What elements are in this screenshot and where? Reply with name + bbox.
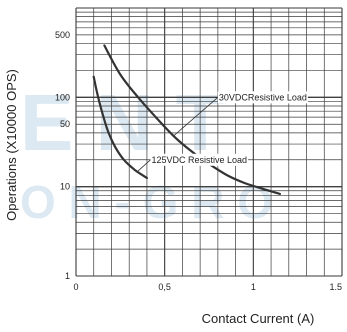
annotation-leader <box>173 97 219 137</box>
y-tick-label: 100 <box>55 92 70 102</box>
series-annotations: 30VDCResistive Load 125VDC Resistive Load <box>137 91 308 172</box>
y-axis-label: Operations (X10000 OPS) <box>4 69 19 221</box>
series-line-30vdc <box>103 44 281 195</box>
plot-grid <box>75 7 343 277</box>
x-tick-label: 0,5 <box>158 282 171 292</box>
series-line-125vdc <box>92 75 148 180</box>
x-tick-label: 1 <box>251 282 256 292</box>
y-tick-label: 50 <box>60 119 70 129</box>
series-lines <box>92 44 281 195</box>
x-axis-label: Contact Current (A) <box>202 311 315 326</box>
y-tick-label: 1 <box>65 271 70 281</box>
annotation-label: 125VDC Resistive Load <box>151 155 247 165</box>
watermark-text-top: E N T <box>20 78 225 167</box>
watermark: E N T O N - G R O <box>20 78 273 228</box>
annotation-label: 30VDCResistive Load <box>219 92 307 102</box>
y-tick-label: 500 <box>55 30 70 40</box>
annotation-label-bg <box>150 153 249 166</box>
y-tick-label: 10 <box>60 182 70 192</box>
tick-labels: 1 10 50 100 500 0 0,5 1 1.5 <box>55 30 342 292</box>
x-tick-label: 0 <box>73 282 78 292</box>
annotation-label-bg <box>217 91 308 104</box>
watermark-text-bottom: O N - G R O <box>20 176 273 228</box>
x-tick-label: 1.5 <box>329 282 342 292</box>
annotation-leader <box>137 159 151 172</box>
